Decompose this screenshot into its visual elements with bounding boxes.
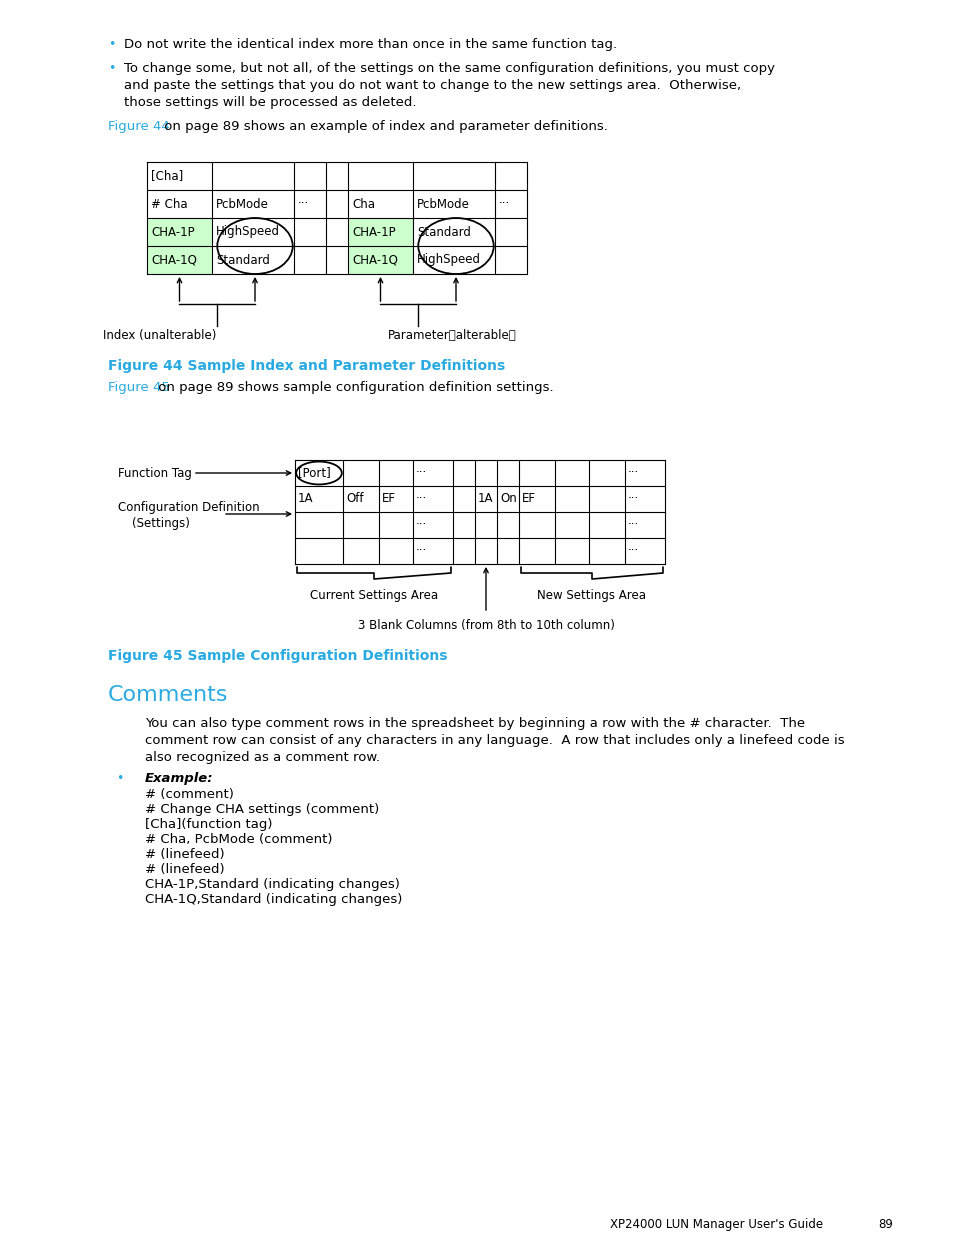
Text: •: • <box>116 772 123 785</box>
Text: You can also type comment rows in the spreadsheet by beginning a row with the # : You can also type comment rows in the sp… <box>145 718 804 730</box>
Text: also recognized as a comment row.: also recognized as a comment row. <box>145 751 379 764</box>
Text: ···: ··· <box>416 467 427 479</box>
Text: # Cha, PcbMode (comment): # Cha, PcbMode (comment) <box>145 832 333 846</box>
Text: EF: EF <box>521 493 536 505</box>
Text: 3 Blank Columns (from 8th to 10th column): 3 Blank Columns (from 8th to 10th column… <box>357 619 614 632</box>
Text: Standard: Standard <box>215 253 270 267</box>
Text: 1A: 1A <box>297 493 314 505</box>
Text: 89: 89 <box>877 1218 892 1231</box>
Text: PcbMode: PcbMode <box>416 198 470 210</box>
Text: CHA-1P: CHA-1P <box>352 226 395 238</box>
Text: # Cha: # Cha <box>151 198 188 210</box>
Text: CHA-1Q,Standard (indicating changes): CHA-1Q,Standard (indicating changes) <box>145 893 402 906</box>
Text: # (comment): # (comment) <box>145 788 233 802</box>
Text: ···: ··· <box>627 493 639 505</box>
Text: Cha: Cha <box>352 198 375 210</box>
Text: Example:: Example: <box>145 772 213 785</box>
Text: CHA-1Q: CHA-1Q <box>151 253 196 267</box>
Text: comment row can consist of any characters in any language.  A row that includes : comment row can consist of any character… <box>145 734 843 747</box>
Text: Configuration Definition: Configuration Definition <box>118 501 259 514</box>
Text: •: • <box>108 38 115 51</box>
Text: [Port]: [Port] <box>297 467 331 479</box>
Text: •: • <box>108 62 115 75</box>
Text: New Settings Area: New Settings Area <box>537 589 646 601</box>
Text: Function Tag: Function Tag <box>118 467 192 479</box>
Text: Parameter（alterable）: Parameter（alterable） <box>388 329 517 342</box>
Text: [Cha](function tag): [Cha](function tag) <box>145 818 273 831</box>
Text: ···: ··· <box>498 198 510 210</box>
Bar <box>348 219 413 246</box>
Text: # Change CHA settings (comment): # Change CHA settings (comment) <box>145 803 379 816</box>
Text: 1A: 1A <box>477 493 493 505</box>
Text: Off: Off <box>346 493 363 505</box>
Text: on page 89 shows sample configuration definition settings.: on page 89 shows sample configuration de… <box>153 382 553 394</box>
Text: CHA-1P,Standard (indicating changes): CHA-1P,Standard (indicating changes) <box>145 878 399 890</box>
Text: Figure 44: Figure 44 <box>108 120 170 133</box>
Text: ···: ··· <box>416 545 427 557</box>
Text: on page 89 shows an example of index and parameter definitions.: on page 89 shows an example of index and… <box>160 120 607 133</box>
Text: ···: ··· <box>297 198 309 210</box>
Text: # (linefeed): # (linefeed) <box>145 848 224 861</box>
Text: Index (unalterable): Index (unalterable) <box>103 329 216 342</box>
Text: To change some, but not all, of the settings on the same configuration definitio: To change some, but not all, of the sett… <box>124 62 774 75</box>
Text: and paste the settings that you do not want to change to the new settings area. : and paste the settings that you do not w… <box>124 79 740 91</box>
Text: EF: EF <box>381 493 395 505</box>
Text: Figure 45: Figure 45 <box>108 382 170 394</box>
Bar <box>348 246 413 274</box>
Text: Current Settings Area: Current Settings Area <box>310 589 437 601</box>
Bar <box>147 246 212 274</box>
Text: [Cha]: [Cha] <box>151 169 183 183</box>
Text: ···: ··· <box>627 545 639 557</box>
Bar <box>147 219 212 246</box>
Text: XP24000 LUN Manager User's Guide: XP24000 LUN Manager User's Guide <box>609 1218 822 1231</box>
Text: PcbMode: PcbMode <box>215 198 269 210</box>
Text: Standard: Standard <box>416 226 471 238</box>
Text: CHA-1P: CHA-1P <box>151 226 194 238</box>
Text: # (linefeed): # (linefeed) <box>145 863 224 876</box>
Text: ···: ··· <box>416 493 427 505</box>
Text: CHA-1Q: CHA-1Q <box>352 253 397 267</box>
Text: Comments: Comments <box>108 685 229 705</box>
Text: those settings will be processed as deleted.: those settings will be processed as dele… <box>124 96 416 109</box>
Text: HighSpeed: HighSpeed <box>416 253 480 267</box>
Text: ···: ··· <box>416 519 427 531</box>
Text: HighSpeed: HighSpeed <box>215 226 280 238</box>
Text: ···: ··· <box>627 467 639 479</box>
Text: On: On <box>499 493 517 505</box>
Text: ···: ··· <box>627 519 639 531</box>
Text: (Settings): (Settings) <box>132 517 190 530</box>
Text: Figure 45 Sample Configuration Definitions: Figure 45 Sample Configuration Definitio… <box>108 650 447 663</box>
Text: Do not write the identical index more than once in the same function tag.: Do not write the identical index more th… <box>124 38 617 51</box>
Text: Figure 44 Sample Index and Parameter Definitions: Figure 44 Sample Index and Parameter Def… <box>108 359 505 373</box>
